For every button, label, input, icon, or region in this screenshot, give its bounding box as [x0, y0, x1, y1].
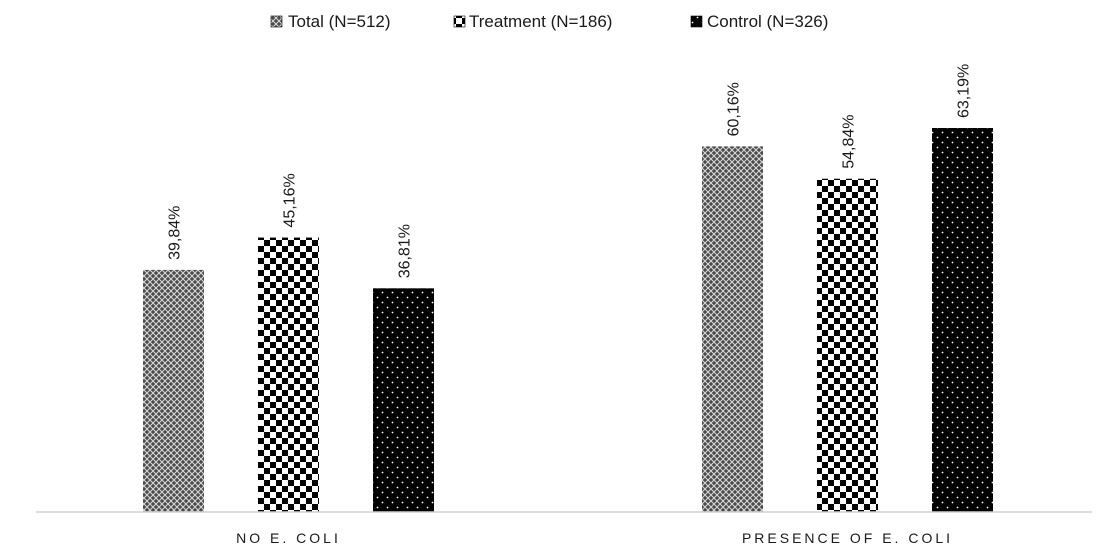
value-label-1-3: 36,81% [397, 224, 414, 278]
bar-2-1 [702, 146, 763, 512]
category-label-2: PRESENCE OF E. COLI [742, 530, 953, 546]
value-label-1-2: 45,16% [282, 173, 299, 227]
legend-label-3: Control (N=326) [707, 12, 828, 31]
value-label-2-3: 63,19% [956, 64, 973, 118]
legend-swatch-1 [271, 16, 282, 27]
legend: Total (N=512) Treatment (N=186) Control (N… [271, 12, 828, 31]
legend-swatch-2 [454, 16, 465, 27]
bar-2-2 [817, 179, 878, 512]
legend-swatch-3 [691, 16, 702, 27]
value-label-2-2: 54,84% [841, 114, 858, 168]
bar-1-3 [373, 288, 434, 512]
category-label-1: NO E. COLI [236, 530, 341, 546]
value-label-1-1: 39,84% [167, 206, 184, 260]
value-label-2-1: 60,16% [726, 82, 743, 136]
bars-group [143, 128, 993, 512]
category-labels-group: NO E. COLI PRESENCE OF E. COLI [236, 530, 953, 546]
legend-label-2: Treatment (N=186) [469, 12, 612, 31]
bar-1-2 [258, 238, 319, 512]
bar-2-3 [932, 128, 993, 512]
bar-1-1 [143, 270, 204, 512]
legend-label-1: Total (N=512) [288, 12, 391, 31]
